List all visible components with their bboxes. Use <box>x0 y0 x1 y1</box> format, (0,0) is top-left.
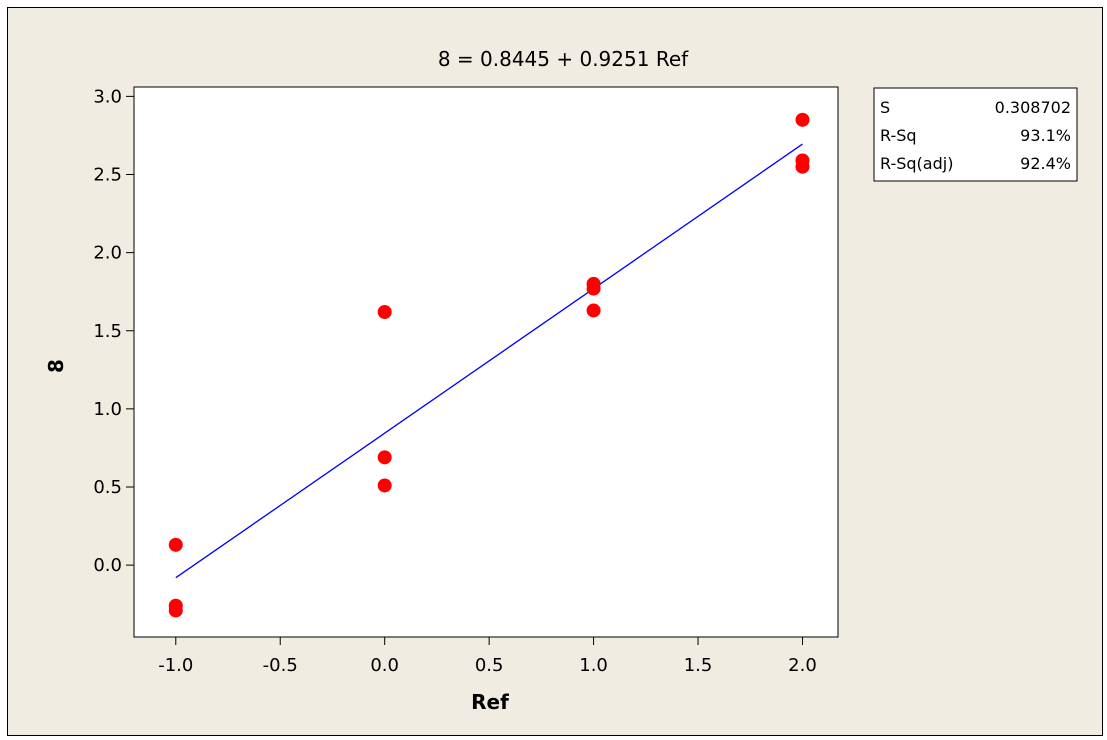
data-point <box>168 603 183 618</box>
data-point <box>168 537 183 552</box>
x-axis-ticks: -1.0 -0.5 0.0 0.5 1.0 1.5 2.0 <box>158 637 817 676</box>
y-tick-label: 0.0 <box>93 555 122 576</box>
y-axis-ticks: 0.0 0.5 1.0 1.5 2.0 2.5 3.0 <box>93 86 134 576</box>
stats-value-r-sq-adj: 92.4% <box>1020 154 1071 173</box>
data-point <box>377 450 392 465</box>
y-tick-label: 1.0 <box>93 399 122 420</box>
x-tick-label: -1.0 <box>158 655 193 676</box>
data-point <box>377 478 392 493</box>
stats-label-r-sq-adj: R-Sq(adj) <box>880 154 953 173</box>
stats-box: S 0.308702 R-Sq 93.1% R-Sq(adj) 92.4% <box>873 87 1078 182</box>
x-tick-label: 1.5 <box>684 655 713 676</box>
x-tick-label: 1.0 <box>579 655 608 676</box>
stats-value-r-sq: 93.1% <box>1020 126 1071 145</box>
x-tick-label: 0.0 <box>370 655 399 676</box>
y-axis-label: 8 <box>44 359 68 373</box>
x-axis-label: Ref <box>471 690 509 714</box>
x-tick-label: -0.5 <box>263 655 298 676</box>
y-tick-label: 3.0 <box>93 86 122 107</box>
plot-area <box>133 86 839 638</box>
regression-line <box>175 143 803 579</box>
data-point <box>377 305 392 319</box>
data-points-layer <box>168 112 810 618</box>
stats-label-r-sq: R-Sq <box>880 126 917 145</box>
stats-value-s: 0.308702 <box>995 98 1071 117</box>
stats-label-s: S <box>880 98 890 117</box>
data-point <box>586 303 601 318</box>
y-tick-label: 2.5 <box>93 165 122 186</box>
x-tick-label: 2.0 <box>788 655 817 676</box>
chart-title: 8 = 0.8445 + 0.9251 Ref <box>438 47 689 71</box>
data-point <box>586 281 601 296</box>
regression-line-layer <box>175 143 803 579</box>
data-point <box>795 112 810 127</box>
y-tick-label: 1.5 <box>93 321 122 342</box>
stats-box-border <box>873 87 1078 182</box>
data-point <box>795 159 810 174</box>
y-tick-label: 2.0 <box>93 243 122 264</box>
y-tick-label: 0.5 <box>93 477 122 498</box>
x-tick-label: 0.5 <box>475 655 504 676</box>
